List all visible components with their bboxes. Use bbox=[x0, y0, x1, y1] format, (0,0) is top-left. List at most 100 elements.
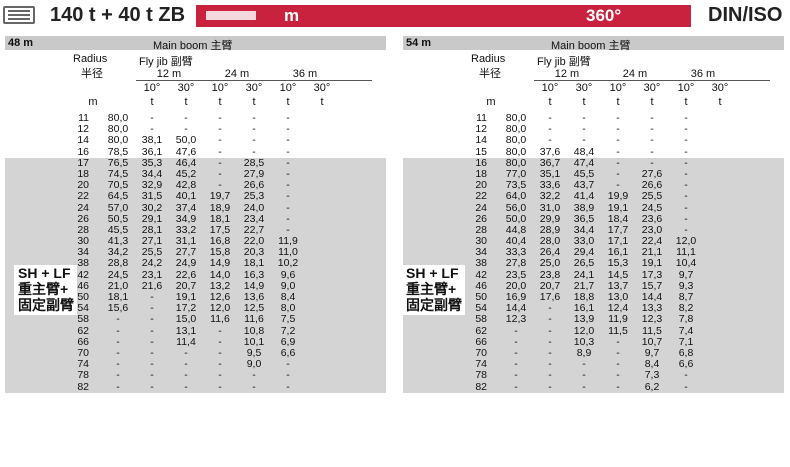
load-cell: - bbox=[616, 145, 620, 158]
radius-cell: 30 bbox=[475, 235, 487, 248]
jib-angle: 10° bbox=[143, 82, 161, 94]
load-cell: 14,4 bbox=[505, 302, 527, 315]
load-unit: t bbox=[252, 96, 256, 108]
load-cell: 11,6 bbox=[244, 313, 264, 326]
radius-label: Radius bbox=[73, 53, 108, 65]
load-cell: - bbox=[286, 190, 290, 203]
panel-header-bar: 54 m Main boom 主臂 bbox=[403, 36, 784, 52]
load-cell: 16,8 bbox=[209, 235, 231, 248]
load-cell: 6,9 bbox=[280, 335, 296, 348]
load-cell: 19,1 bbox=[607, 201, 629, 214]
table-row: 62 - - 12,0 11,5 11,5 7,4 bbox=[403, 324, 784, 337]
load-cell: 31,1 bbox=[175, 235, 197, 248]
radius-cell: 16 bbox=[77, 145, 89, 158]
load-cell: - bbox=[548, 346, 552, 359]
load-cell: 18,1 bbox=[107, 291, 129, 303]
load-cell: 28,8 bbox=[107, 257, 129, 270]
load-cell: - bbox=[150, 380, 154, 393]
load-cell: 41,3 bbox=[107, 235, 129, 248]
load-cell: 31,5 bbox=[141, 190, 163, 203]
load-cell: 33,6 bbox=[539, 179, 561, 192]
load-cell: 20,7 bbox=[175, 279, 197, 292]
jib-length: 12 m bbox=[554, 68, 580, 80]
load-cell: 13,7 bbox=[607, 279, 629, 292]
radius-cell: 15 bbox=[475, 145, 487, 158]
load-unit: t bbox=[218, 96, 222, 108]
table-row: 26 50,5 29,1 34,9 18,1 23,4 - bbox=[5, 213, 386, 225]
load-cell: 9,5 bbox=[246, 346, 262, 359]
load-cell: - bbox=[548, 302, 552, 315]
load-cell: 26,5 bbox=[573, 257, 595, 270]
table-row: 22 64,5 31,5 40,1 19,7 25,3 - bbox=[5, 190, 386, 203]
radius-cell: 78 bbox=[475, 369, 487, 382]
load-cell: 20,0 bbox=[505, 279, 527, 292]
load-cell: 14,9 bbox=[209, 257, 231, 270]
load-cell: - bbox=[150, 369, 154, 382]
load-cell: 47,4 bbox=[573, 156, 595, 169]
load-cell: 12,0 bbox=[209, 302, 231, 315]
main-boom-label: Main boom 主臂 bbox=[551, 40, 631, 52]
table-row: 54 15,6 - 17,2 12,0 12,5 8,0 bbox=[5, 302, 386, 315]
load-cell: 12,3 bbox=[641, 313, 663, 326]
radius-cell: 42 bbox=[77, 268, 89, 281]
load-cell: - bbox=[286, 123, 290, 136]
radius-cell: 50 bbox=[77, 291, 89, 303]
table-row: 46 21,0 21,6 20,7 13,2 14,9 9,0 bbox=[5, 279, 386, 292]
table-row: 18 77,0 35,1 45,5 - 27,6 - bbox=[403, 168, 784, 181]
load-cell: 19,1 bbox=[641, 257, 663, 270]
load-cell: 57,0 bbox=[107, 201, 129, 214]
load-cell: - bbox=[548, 134, 552, 147]
radius-cell: 17 bbox=[77, 156, 89, 169]
load-cell: 17,1 bbox=[607, 235, 629, 248]
load-cell: 6,8 bbox=[678, 346, 694, 359]
load-cell: 13,3 bbox=[641, 302, 663, 315]
load-cell: - bbox=[684, 212, 688, 225]
load-cell: - bbox=[150, 335, 154, 348]
radius-cell: 74 bbox=[475, 358, 487, 371]
load-cell: - bbox=[548, 369, 552, 382]
load-cell: 80,0 bbox=[505, 134, 527, 147]
load-cell: 18,4 bbox=[607, 212, 629, 225]
table-row: 16 80,0 36,7 47,4 - - - bbox=[403, 156, 784, 169]
radius-cell: 62 bbox=[475, 324, 487, 337]
table-row: 66 - - 11,4 - 10,1 6,9 bbox=[5, 335, 386, 348]
load-cell: 11,5 bbox=[608, 324, 628, 337]
load-cell: 26,6 bbox=[641, 179, 663, 192]
load-cell: 13,1 bbox=[175, 324, 197, 337]
load-cell: 8,2 bbox=[678, 302, 694, 315]
table-row: 82 - - - - - - bbox=[5, 380, 386, 393]
load-cell: - bbox=[184, 346, 188, 359]
table-row: 12 80,0 - - - - - bbox=[5, 123, 386, 136]
load-cell: 22,0 bbox=[243, 235, 265, 248]
load-cell: - bbox=[252, 123, 256, 136]
radius-cell: 22 bbox=[475, 190, 487, 203]
table-row: 74 - - - - 9,0 - bbox=[5, 358, 386, 371]
load-cell: 50,0 bbox=[505, 212, 527, 225]
table-row: 12 80,0 - - - - - bbox=[403, 123, 784, 135]
load-cell: 41,4 bbox=[573, 190, 595, 203]
load-cell: 32,9 bbox=[141, 179, 163, 192]
load-cell: 45,2 bbox=[175, 167, 197, 180]
header-band: m 360° bbox=[196, 5, 691, 27]
load-cell: 12,0 bbox=[573, 324, 595, 337]
load-cell: 18,9 bbox=[209, 201, 231, 214]
jib-length: 24 m bbox=[224, 68, 250, 80]
table-row: 58 - - 15,0 11,6 11,6 7,5 bbox=[5, 313, 386, 326]
load-cell: 20,3 bbox=[243, 246, 265, 259]
table-row: 78 - - - - - - bbox=[5, 369, 386, 382]
load-cell: 48,4 bbox=[573, 145, 595, 158]
radius-cell: 46 bbox=[475, 279, 487, 292]
load-cell: 8,0 bbox=[280, 302, 296, 315]
load-cell: 9,7 bbox=[644, 346, 660, 359]
load-cell: 8,9 bbox=[576, 346, 592, 359]
load-cell: - bbox=[150, 112, 154, 124]
load-cell: 24,1 bbox=[573, 268, 595, 281]
load-cell: 15,7 bbox=[641, 279, 663, 292]
load-cell: - bbox=[286, 179, 290, 192]
load-cell: 28,9 bbox=[539, 223, 561, 236]
load-cell: - bbox=[116, 358, 120, 371]
load-cell: 26,6 bbox=[243, 179, 265, 192]
radius-cell: 82 bbox=[77, 380, 89, 393]
load-cell: 11,0 bbox=[278, 246, 298, 259]
load-cell: - bbox=[184, 123, 188, 136]
